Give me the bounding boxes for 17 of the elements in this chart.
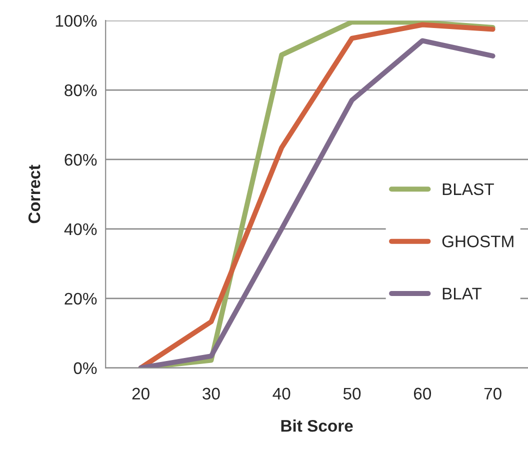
x-tick-label: 50 (343, 388, 361, 400)
x-tick-label: 30 (202, 388, 220, 400)
x-tick-label: 40 (272, 388, 290, 400)
y-tick-label: 20% (64, 292, 97, 305)
y-axis-title: Correct (28, 164, 40, 224)
x-tick-label: 20 (132, 388, 150, 400)
legend-label: BLAST (442, 183, 494, 196)
y-tick-label: 100% (56, 14, 97, 27)
legend-label: BLAT (442, 288, 482, 300)
y-tick-label: 60% (64, 154, 97, 166)
y-tick-label: 80% (64, 84, 97, 96)
x-axis-title: Bit Score (281, 420, 353, 432)
x-tick-label: 60 (414, 388, 432, 400)
y-tick-label: 40% (64, 223, 97, 236)
y-tick-label: 0% (74, 362, 97, 374)
x-tick-label: 70 (484, 388, 502, 400)
legend-label: GHOSTM (442, 236, 514, 248)
